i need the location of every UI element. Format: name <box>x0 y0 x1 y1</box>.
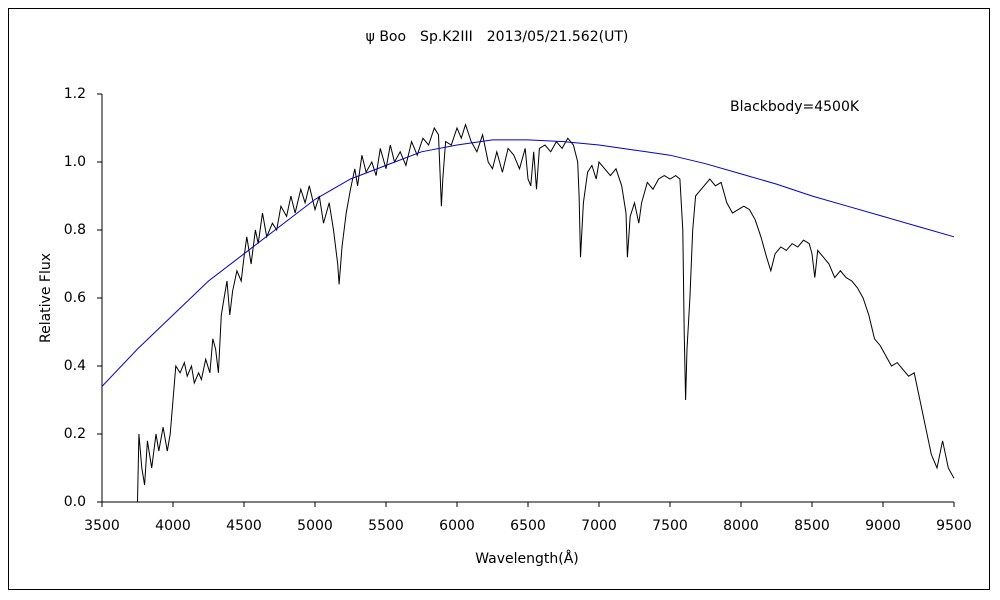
y-tick-label: 0.4 <box>64 358 86 374</box>
x-tick-label: 7500 <box>652 518 688 534</box>
x-tick-label: 8500 <box>794 518 830 534</box>
x-tick-label: 5500 <box>368 518 404 534</box>
x-axis-label: Wavelength(Å) <box>475 550 579 567</box>
x-tick-label: 6000 <box>439 518 475 534</box>
y-tick-label: 1.2 <box>64 86 86 102</box>
series-line <box>101 139 955 387</box>
y-tick-label: 0.2 <box>64 426 86 442</box>
x-tick-label: 4000 <box>155 518 191 534</box>
x-tick-label: 9500 <box>936 518 972 534</box>
x-tick-label: 3500 <box>84 518 120 534</box>
y-tick-label: 0.6 <box>64 290 86 306</box>
x-tick-label: 4500 <box>226 518 262 534</box>
y-tick-label: 0.0 <box>64 494 86 510</box>
x-tick-label: 6500 <box>510 518 546 534</box>
x-tick-label: 7000 <box>581 518 617 534</box>
chart-title: ψ Boo Sp.K2III 2013/05/21.562(UT) <box>366 29 629 45</box>
series-line <box>137 122 955 503</box>
y-axis-label: Relative Flux <box>38 253 54 343</box>
y-tick-label: 1.0 <box>64 154 86 170</box>
x-tick-label: 8000 <box>723 518 759 534</box>
y-tick-label: 0.8 <box>64 222 86 238</box>
annotation: Blackbody=4500K <box>730 99 860 115</box>
frame <box>8 8 990 590</box>
x-tick-label: 5000 <box>297 518 333 534</box>
x-tick-label: 9000 <box>865 518 901 534</box>
